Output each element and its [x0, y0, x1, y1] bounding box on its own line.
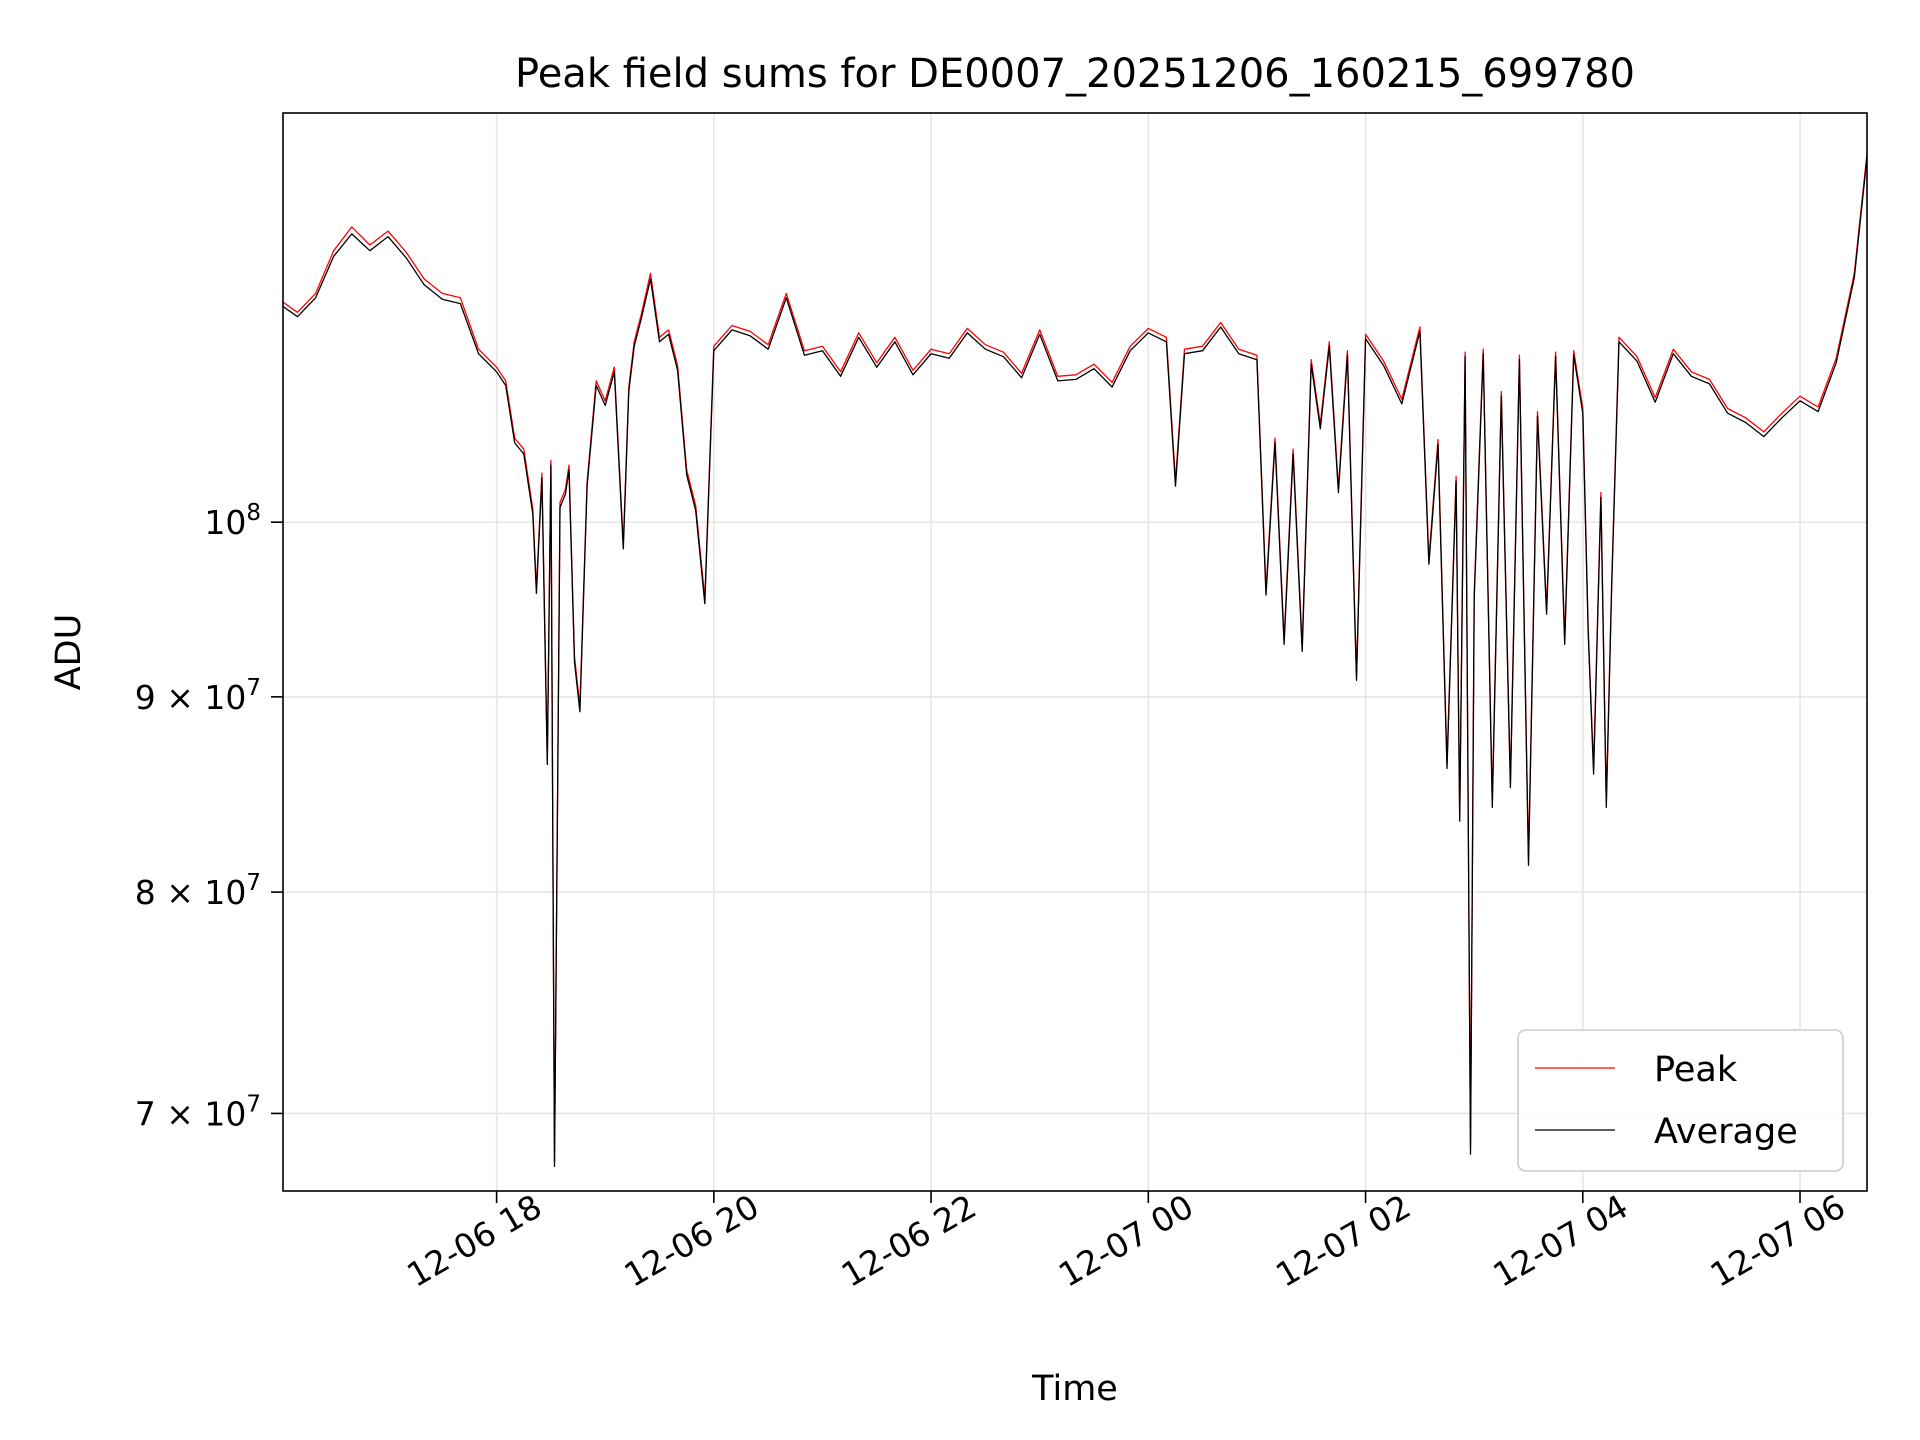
- y-axis-label: ADU: [49, 614, 89, 691]
- series-line-average: [282, 157, 1868, 1168]
- legend: Peak Average: [1517, 1029, 1844, 1172]
- y-tick-label: 8 × 107: [135, 870, 261, 912]
- legend-label-average: Average: [1654, 1112, 1798, 1152]
- chart-title: Peak field sums for DE0007_20251206_1602…: [515, 51, 1635, 97]
- series-layer: [282, 153, 1868, 1168]
- plot-area-frame: [282, 112, 1868, 1192]
- legend-label-peak: Peak: [1654, 1050, 1738, 1090]
- y-tick-label: 7 × 107: [135, 1091, 261, 1133]
- y-axis-ticks: 7 × 107 8 × 107 9 × 107 108: [135, 500, 283, 1133]
- x-axis-label: Time: [1031, 1369, 1118, 1409]
- y-tick-label: 9 × 107: [135, 675, 261, 717]
- y-tick-label: 108: [204, 500, 261, 542]
- grid: [283, 113, 1867, 1191]
- legend-box: [1517, 1029, 1844, 1172]
